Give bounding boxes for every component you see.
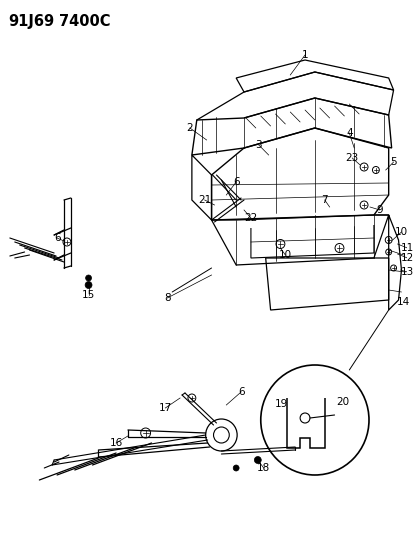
Text: 91J69: 91J69 bbox=[8, 14, 54, 29]
Text: 3: 3 bbox=[255, 140, 261, 150]
Text: 23: 23 bbox=[345, 153, 358, 163]
Text: 11: 11 bbox=[400, 243, 413, 253]
Text: 18: 18 bbox=[256, 463, 270, 473]
Circle shape bbox=[233, 465, 239, 471]
Text: 6: 6 bbox=[54, 233, 60, 243]
Text: 14: 14 bbox=[396, 297, 409, 307]
Text: 17: 17 bbox=[158, 403, 171, 413]
Text: 1: 1 bbox=[301, 50, 308, 60]
Text: 4: 4 bbox=[345, 128, 352, 138]
Text: 21: 21 bbox=[197, 195, 211, 205]
Text: 22: 22 bbox=[244, 213, 257, 223]
Text: 5: 5 bbox=[389, 157, 396, 167]
Text: 16: 16 bbox=[109, 438, 122, 448]
Text: 13: 13 bbox=[400, 267, 413, 277]
Text: 8: 8 bbox=[164, 293, 170, 303]
Text: 19: 19 bbox=[274, 399, 287, 409]
Text: 9: 9 bbox=[375, 205, 382, 215]
Text: 2: 2 bbox=[186, 123, 193, 133]
Text: 6: 6 bbox=[232, 177, 239, 187]
Circle shape bbox=[254, 456, 261, 464]
Text: 7: 7 bbox=[320, 195, 327, 205]
Text: 7400C: 7400C bbox=[59, 14, 110, 29]
Text: 10: 10 bbox=[394, 227, 407, 237]
Circle shape bbox=[85, 275, 91, 281]
Text: 6: 6 bbox=[237, 387, 244, 397]
Text: 10: 10 bbox=[278, 250, 291, 260]
Text: 12: 12 bbox=[400, 253, 413, 263]
Text: 20: 20 bbox=[335, 397, 348, 407]
Circle shape bbox=[85, 281, 92, 288]
Text: 15: 15 bbox=[82, 290, 95, 300]
